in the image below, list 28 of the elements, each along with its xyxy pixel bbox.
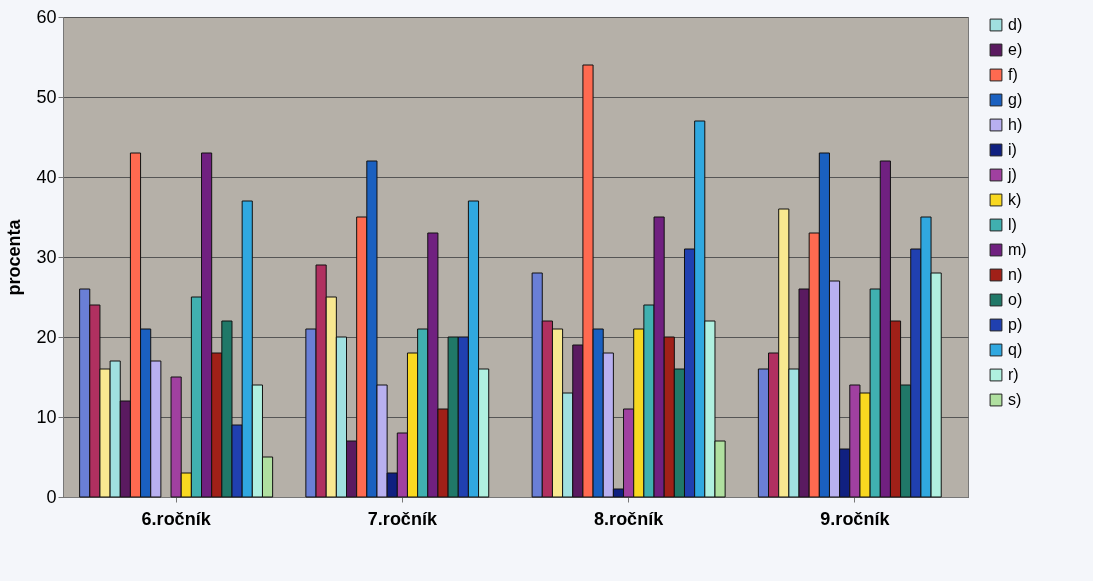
legend-label: k) — [1008, 191, 1022, 208]
y-tick-label: 0 — [46, 486, 57, 507]
legend-label: o) — [1008, 291, 1023, 308]
y-tick-label: 20 — [36, 326, 57, 347]
y-tick-label: 50 — [36, 86, 57, 107]
x-tick-label: 7.ročník — [367, 508, 438, 529]
y-tick-label: 40 — [36, 166, 57, 187]
y-axis-title: procenta — [4, 218, 25, 296]
legend-label: m) — [1008, 241, 1027, 258]
legend-label: s) — [1008, 391, 1022, 408]
legend-label: j) — [1007, 166, 1017, 183]
y-tick-label: 10 — [36, 406, 57, 427]
x-tick-label: 9.ročník — [820, 508, 891, 529]
y-tick-label: 30 — [36, 246, 57, 267]
legend-label: f) — [1008, 66, 1018, 83]
x-tick-label: 6.ročník — [141, 508, 212, 529]
legend-label: d) — [1008, 16, 1023, 33]
legend-label: q) — [1008, 341, 1023, 358]
legend-label: n) — [1008, 266, 1023, 283]
y-tick-label: 60 — [36, 6, 57, 27]
legend-label: h) — [1008, 116, 1023, 133]
legend-label: r) — [1008, 366, 1019, 383]
legend-label: i) — [1008, 141, 1017, 158]
legend-label: p) — [1008, 316, 1023, 333]
legend-label: e) — [1008, 41, 1023, 58]
legend-label: g) — [1008, 91, 1023, 108]
x-tick-label: 8.ročník — [594, 508, 665, 529]
legend-label: l) — [1008, 216, 1017, 233]
